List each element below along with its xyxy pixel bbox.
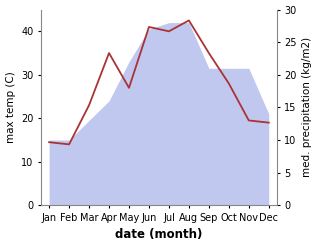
Y-axis label: max temp (C): max temp (C) — [5, 72, 16, 143]
X-axis label: date (month): date (month) — [115, 228, 203, 242]
Y-axis label: med. precipitation (kg/m2): med. precipitation (kg/m2) — [302, 37, 313, 177]
